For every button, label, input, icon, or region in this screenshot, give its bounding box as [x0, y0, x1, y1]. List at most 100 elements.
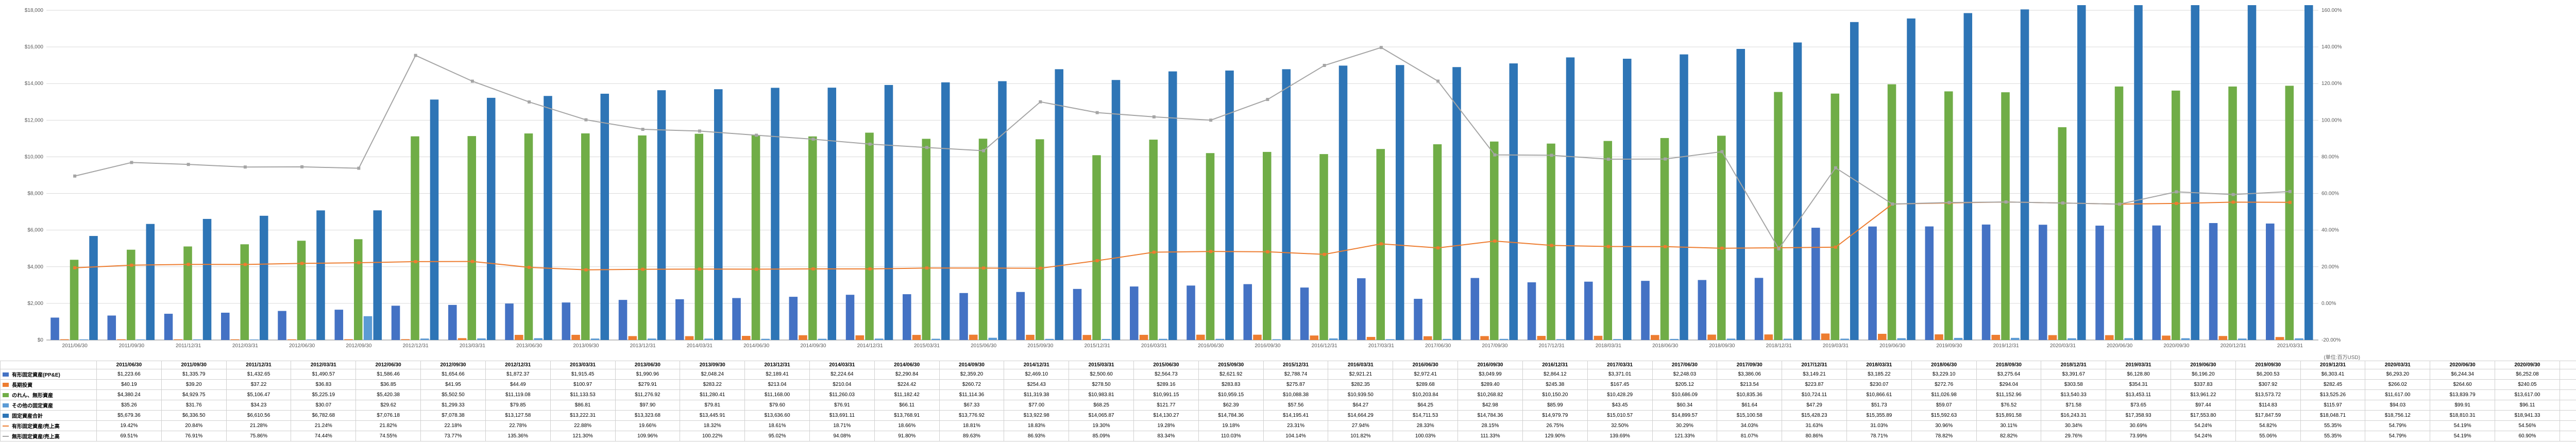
- svg-text:2012/03/31: 2012/03/31: [232, 343, 258, 349]
- cell: $47.29: [1782, 400, 1847, 411]
- ltinv-bar: [1992, 335, 2001, 340]
- row-header-ltinv: 長期投資: [1, 380, 97, 390]
- svg-text:2013/12/31: 2013/12/31: [630, 343, 656, 349]
- cell: $6,252.08: [2495, 369, 2560, 380]
- svg-text:$2,000: $2,000: [27, 301, 43, 307]
- cell: $15,355.89: [1846, 411, 1911, 421]
- gwint-bar: [1660, 138, 1669, 340]
- cell: 54.82%: [2235, 421, 2300, 431]
- ppe-bar: [619, 300, 628, 340]
- cell: $264.60: [2430, 380, 2495, 390]
- othfa-bar: [988, 338, 997, 340]
- fatotal-bar: [1963, 13, 1972, 340]
- ltinv-bar: [1367, 337, 1376, 340]
- gwint-bar: [524, 133, 533, 340]
- ppe-bar: [1016, 292, 1025, 340]
- gwint-bar: [865, 133, 874, 340]
- cell: $10,991.15: [1134, 390, 1199, 400]
- ltinv-bar: [287, 339, 296, 340]
- othfa-bar: [1273, 339, 1281, 340]
- svg-text:2018/06/30: 2018/06/30: [1652, 343, 1678, 349]
- cell: $18,810.31: [2430, 411, 2495, 421]
- fatotal-bar: [2191, 5, 2199, 340]
- fatotal-bar: [1282, 69, 1291, 340]
- fatotal-bar: [2077, 5, 2086, 340]
- cell: $10,428.29: [1587, 390, 1652, 400]
- cell: 30.34%: [2041, 421, 2106, 431]
- cell: 121.33%: [1652, 431, 1717, 441]
- cell: $35.26: [97, 400, 162, 411]
- gwint-bar: [1604, 141, 1613, 340]
- cell: $13,525.26: [2300, 390, 2365, 400]
- othfa-bar: [534, 338, 543, 340]
- cell: 73.77%: [421, 431, 486, 441]
- fatotal-bar: [1680, 55, 1688, 340]
- cell: $279.91: [615, 380, 680, 390]
- cell: 111.33%: [1458, 431, 1523, 441]
- cell: $3,149.21: [1782, 369, 1847, 380]
- cell: $167.45: [1587, 380, 1652, 390]
- cell: 21.28%: [226, 421, 291, 431]
- cell: $11,280.41: [680, 390, 745, 400]
- cell: $13,617.00: [2495, 390, 2560, 400]
- period-header: 2019/12/31: [2300, 361, 2365, 369]
- cell: 54.19%: [2430, 431, 2495, 441]
- ppe-bar: [2095, 226, 2104, 340]
- cell: 54.24%: [2171, 431, 2236, 441]
- ltinv-bar: [1196, 335, 1205, 340]
- ppe-bar: [1698, 280, 1707, 340]
- cell: $39.20: [161, 380, 226, 390]
- othfa-bar: [1045, 339, 1054, 340]
- cell: $15,100.58: [1717, 411, 1782, 421]
- cell: $266.02: [2365, 380, 2430, 390]
- cell: $2,500.60: [1069, 369, 1134, 380]
- gwint-bar: [70, 260, 79, 340]
- othfa-bar: [1897, 338, 1906, 340]
- cell: 31.03%: [1846, 421, 1911, 431]
- cell: $1,490.57: [291, 369, 356, 380]
- gwint-bar: [922, 139, 931, 340]
- unit-label: (単位:百万USD): [2324, 353, 2360, 361]
- fatotal-bar: [1055, 69, 1063, 340]
- gwint-bar: [2228, 87, 2237, 340]
- gwint-bar: [1944, 91, 1953, 340]
- othfa-bar: [1329, 338, 1338, 340]
- cell: $14,711.53: [1393, 411, 1458, 421]
- gwint-bar: [1831, 94, 1840, 340]
- cell: $13,573.72: [2235, 390, 2300, 400]
- svg-text:40.00%: 40.00%: [2321, 228, 2339, 233]
- cell: $10,686.09: [1652, 390, 1717, 400]
- gwint-bar: [2058, 127, 2067, 340]
- svg-text:2014/06/30: 2014/06/30: [743, 343, 769, 349]
- othfa-bar: [931, 339, 940, 340]
- cell: $64.25: [1393, 400, 1458, 411]
- cell: $17,847.59: [2235, 411, 2300, 421]
- cell: $11,276.92: [615, 390, 680, 400]
- cell: $77.00: [1004, 400, 1069, 411]
- cell: $6,244.34: [2430, 369, 2495, 380]
- svg-text:$18,000: $18,000: [25, 8, 44, 13]
- gwint-bar: [127, 250, 135, 340]
- cell: $13,839.00: [2560, 390, 2576, 400]
- fatotal-bar: [2134, 5, 2143, 340]
- ltinv-bar: [2105, 335, 2114, 340]
- ppe-bar: [846, 295, 855, 340]
- cell: $6,610.56: [226, 411, 291, 421]
- fatotal-bar: [1850, 22, 1859, 340]
- gwint-bar: [638, 135, 647, 340]
- ratio_i-line: [75, 47, 2290, 249]
- cell: 22.18%: [421, 421, 486, 431]
- svg-text:2011/09/30: 2011/09/30: [119, 343, 145, 349]
- othfa-bar: [818, 339, 827, 340]
- svg-text:$6,000: $6,000: [27, 228, 43, 233]
- cell: $11,026.98: [1911, 390, 1976, 400]
- cell: 109.96%: [615, 431, 680, 441]
- cell: $7,076.18: [356, 411, 421, 421]
- cell: $73.65: [2106, 400, 2171, 411]
- period-header: 2017/09/30: [1717, 361, 1782, 369]
- cell: $15,592.63: [1911, 411, 1976, 421]
- cell: 82.82%: [1976, 431, 2041, 441]
- ppe-bar: [1073, 289, 1082, 340]
- cell: $15,891.58: [1976, 411, 2041, 421]
- othfa-bar: [1670, 339, 1679, 340]
